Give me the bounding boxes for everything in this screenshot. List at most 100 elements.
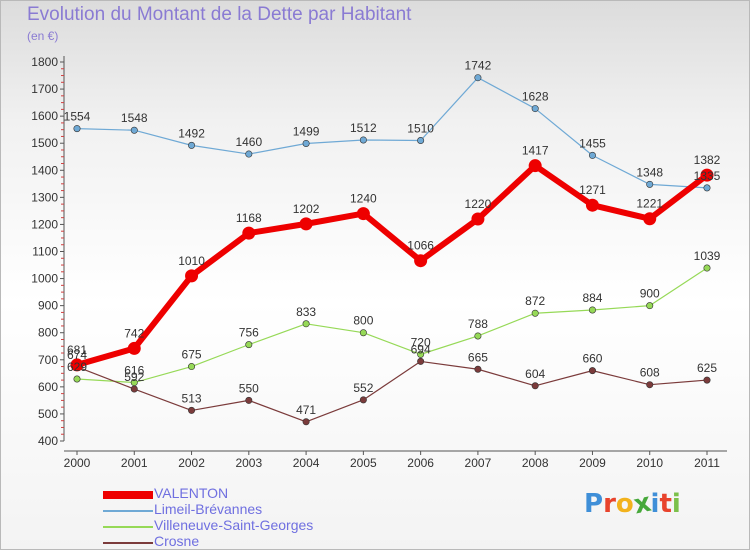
data-label: 800 bbox=[353, 314, 373, 328]
data-label: 1548 bbox=[121, 111, 148, 125]
data-label: 1417 bbox=[522, 144, 549, 158]
data-point-limeil-brevannes bbox=[588, 151, 596, 159]
data-label: 884 bbox=[582, 291, 602, 305]
y-tick-label: 1200 bbox=[31, 217, 58, 231]
data-point-limeil-brevannes bbox=[703, 184, 711, 192]
data-label: 1271 bbox=[579, 183, 606, 197]
data-label: 629 bbox=[67, 360, 87, 374]
x-tick-label: 2010 bbox=[636, 456, 663, 470]
data-point-valenton bbox=[643, 212, 657, 226]
data-label: 674 bbox=[67, 348, 87, 362]
x-tick-label: 2009 bbox=[579, 456, 606, 470]
data-label: 1221 bbox=[636, 197, 663, 211]
y-tick-label: 1700 bbox=[31, 82, 58, 96]
data-point-villeneuve-saint-georges bbox=[474, 332, 482, 340]
y-tick-label: 1600 bbox=[31, 109, 58, 123]
x-tick-label: 2011 bbox=[694, 456, 720, 470]
data-label: 1628 bbox=[522, 90, 549, 104]
data-point-villeneuve-saint-georges bbox=[359, 329, 367, 337]
data-label: 756 bbox=[239, 326, 259, 340]
data-label: 833 bbox=[296, 305, 316, 319]
legend-label: Crosne bbox=[154, 533, 200, 549]
legend-label: VALENTON bbox=[154, 485, 229, 501]
data-label: 665 bbox=[468, 350, 488, 364]
data-label: 1554 bbox=[64, 110, 91, 124]
data-label: 550 bbox=[239, 381, 259, 395]
y-tick-label: 1400 bbox=[31, 163, 58, 177]
x-tick-label: 2006 bbox=[407, 456, 434, 470]
data-point-limeil-brevannes bbox=[474, 74, 482, 82]
x-tick-label: 2005 bbox=[350, 456, 377, 470]
data-point-crosne bbox=[646, 381, 654, 389]
data-label: 1240 bbox=[350, 192, 377, 206]
data-label: 471 bbox=[296, 403, 316, 417]
data-point-limeil-brevannes bbox=[359, 136, 367, 144]
data-label: 660 bbox=[582, 352, 602, 366]
y-tick-label: 900 bbox=[38, 299, 58, 313]
data-label: 1348 bbox=[636, 165, 663, 179]
x-tick-label: 2007 bbox=[465, 456, 492, 470]
data-point-valenton bbox=[471, 212, 485, 226]
data-label: 513 bbox=[182, 391, 202, 405]
data-label: 625 bbox=[697, 361, 717, 375]
legend-swatch bbox=[103, 526, 153, 528]
x-tick-label: 2002 bbox=[178, 456, 205, 470]
data-label: 616 bbox=[124, 364, 144, 378]
series-line-crosne bbox=[76, 360, 708, 423]
data-point-valenton bbox=[185, 269, 199, 283]
data-label: 1492 bbox=[178, 126, 205, 140]
y-tick-label: 1000 bbox=[31, 272, 58, 286]
data-label: 681 bbox=[67, 343, 87, 357]
data-point-crosne bbox=[703, 376, 711, 384]
data-point-crosne bbox=[302, 418, 310, 426]
data-label: 1202 bbox=[293, 202, 320, 216]
series-line-valenton bbox=[76, 162, 709, 368]
data-label: 1742 bbox=[465, 59, 492, 73]
data-point-limeil-brevannes bbox=[302, 139, 310, 147]
data-label: 720 bbox=[411, 335, 431, 349]
y-tick-label: 500 bbox=[38, 407, 58, 421]
data-point-villeneuve-saint-georges bbox=[417, 350, 425, 358]
data-label: 1510 bbox=[407, 122, 434, 136]
data-label: 552 bbox=[353, 381, 373, 395]
series-line-limeil-brevannes bbox=[76, 77, 708, 189]
x-tick-label: 2000 bbox=[64, 456, 91, 470]
data-point-limeil-brevannes bbox=[73, 125, 81, 133]
data-label: 1460 bbox=[235, 135, 262, 149]
data-point-villeneuve-saint-georges bbox=[646, 302, 654, 310]
data-point-valenton bbox=[585, 198, 599, 212]
data-label: 604 bbox=[525, 367, 545, 381]
data-point-valenton bbox=[299, 217, 313, 231]
data-label: 1010 bbox=[178, 254, 205, 268]
data-point-villeneuve-saint-georges bbox=[73, 375, 81, 383]
proxiti-logo: Proxiti bbox=[584, 487, 681, 521]
data-label: 872 bbox=[525, 294, 545, 308]
data-point-villeneuve-saint-georges bbox=[245, 341, 253, 349]
legend-label: Villeneuve-Saint-Georges bbox=[154, 517, 314, 533]
data-point-limeil-brevannes bbox=[417, 137, 425, 145]
data-point-villeneuve-saint-georges bbox=[703, 264, 711, 272]
data-point-crosne bbox=[359, 396, 367, 404]
data-point-villeneuve-saint-georges bbox=[302, 320, 310, 328]
data-label: 1066 bbox=[407, 239, 434, 253]
data-label: 608 bbox=[640, 366, 660, 380]
y-tick-label: 1100 bbox=[32, 245, 58, 259]
data-point-crosne bbox=[188, 406, 196, 414]
data-point-limeil-brevannes bbox=[531, 105, 539, 113]
data-label: 1512 bbox=[350, 121, 377, 135]
data-label: 1220 bbox=[465, 197, 492, 211]
data-label: 592 bbox=[124, 370, 144, 384]
data-point-limeil-brevannes bbox=[188, 141, 196, 149]
data-point-valenton bbox=[700, 168, 714, 182]
data-label: 1455 bbox=[579, 136, 606, 150]
x-tick-label: 2003 bbox=[235, 456, 262, 470]
data-point-valenton bbox=[356, 207, 370, 221]
data-point-crosne bbox=[531, 382, 539, 390]
data-label: 1039 bbox=[694, 249, 721, 263]
x-tick-label: 2004 bbox=[293, 456, 320, 470]
data-label: 694 bbox=[411, 342, 431, 356]
legend-swatch bbox=[103, 510, 153, 512]
data-point-villeneuve-saint-georges bbox=[588, 306, 596, 314]
